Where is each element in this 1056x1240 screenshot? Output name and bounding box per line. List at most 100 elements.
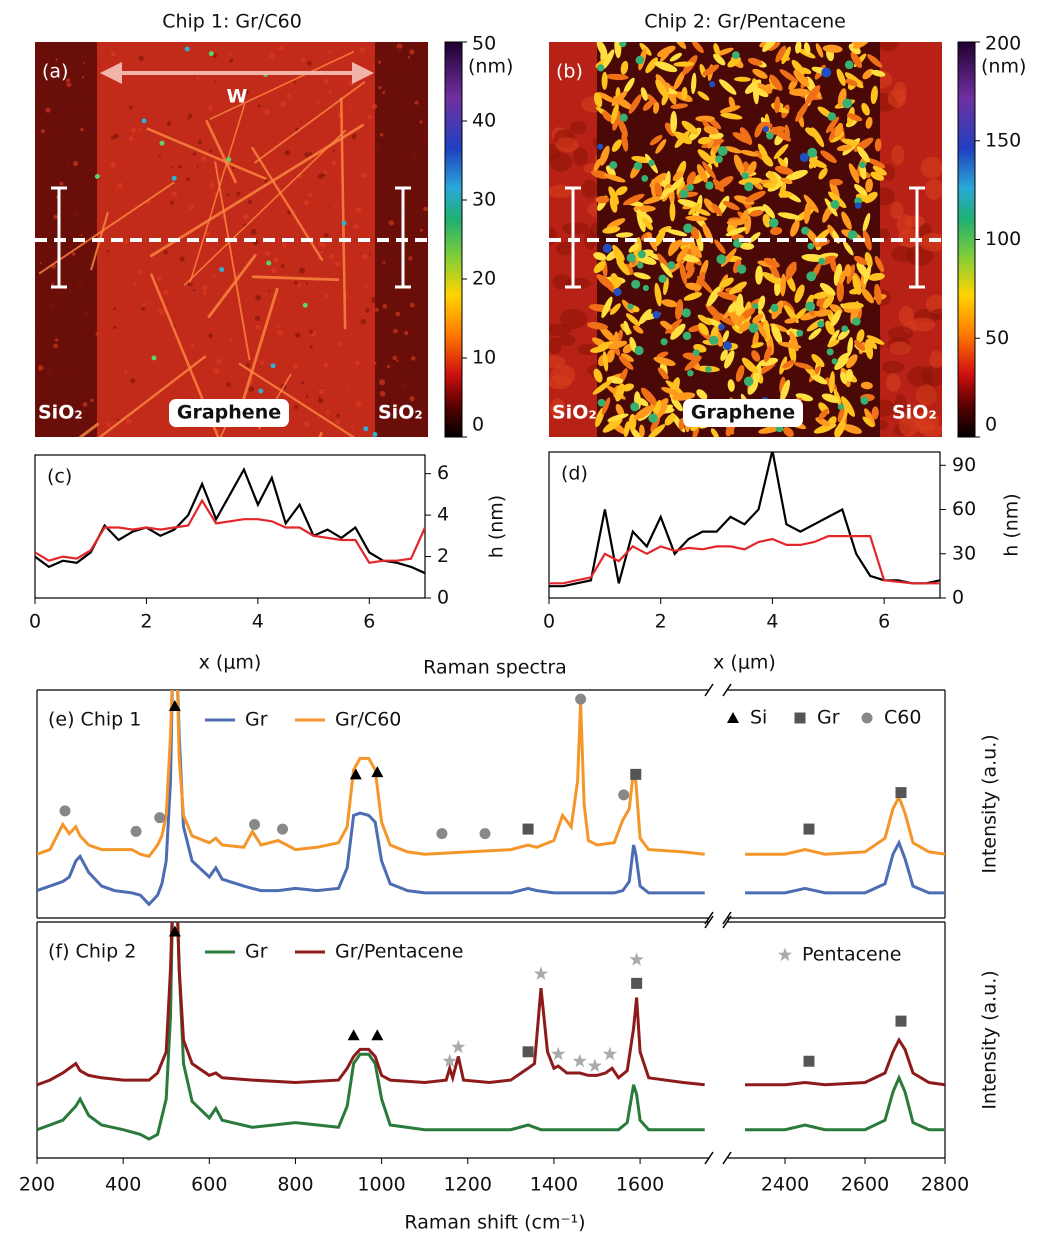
peak-marker xyxy=(522,823,534,835)
panel-title: Chip 1: Gr/C60 xyxy=(162,11,302,33)
pentacene-grain xyxy=(864,339,874,360)
legend-label: Gr xyxy=(245,941,268,963)
pentacene-island xyxy=(807,147,818,158)
pentacene-island xyxy=(636,262,644,269)
texture xyxy=(229,53,233,57)
texture xyxy=(53,214,58,220)
pentacene-grain xyxy=(642,100,654,111)
texture xyxy=(322,170,328,175)
pentacene-grain xyxy=(846,264,856,285)
texture xyxy=(59,291,64,295)
pentacene-grain xyxy=(862,416,874,428)
pentacene-grain xyxy=(784,317,798,324)
texture xyxy=(196,76,199,80)
texture xyxy=(35,404,37,408)
pentacene-island xyxy=(667,261,676,270)
pentacene-grain xyxy=(745,190,766,203)
texture xyxy=(166,121,172,126)
texture xyxy=(246,363,250,368)
pentacene-grain xyxy=(633,205,656,212)
texture xyxy=(51,282,55,286)
texture xyxy=(187,280,193,287)
texture xyxy=(268,289,271,292)
texture xyxy=(138,128,142,132)
texture xyxy=(157,276,162,282)
pentacene-grain xyxy=(593,158,602,172)
pentacene-grain xyxy=(803,201,811,225)
texture xyxy=(887,326,914,341)
pentacene-grain xyxy=(683,292,703,301)
texture xyxy=(163,289,169,296)
peak-marker xyxy=(349,768,362,780)
pentacene-grain xyxy=(871,406,879,420)
pentacene-grain xyxy=(862,212,871,233)
pentacene-grain xyxy=(628,94,642,114)
texture xyxy=(188,113,193,119)
pentacene-island xyxy=(631,279,641,289)
texture xyxy=(106,422,112,427)
pentacene-grain xyxy=(822,44,843,53)
pentacene-island xyxy=(609,161,618,170)
pentacene-grain xyxy=(810,373,828,385)
texture xyxy=(113,53,116,57)
pentacene-grain xyxy=(611,90,628,106)
texture xyxy=(409,396,415,402)
peak-marker xyxy=(533,966,549,980)
texture xyxy=(287,210,292,215)
pentacene-grain xyxy=(854,339,866,352)
pentacene-island xyxy=(796,329,804,337)
pentacene-grain xyxy=(641,212,653,224)
texture xyxy=(113,325,117,330)
chart-title: Raman spectra xyxy=(423,657,567,679)
pentacene-island xyxy=(597,143,604,150)
pentacene-grain xyxy=(714,311,736,326)
texture xyxy=(361,171,368,178)
legend-symbol xyxy=(727,712,739,723)
pentacene-grain xyxy=(841,138,861,147)
texture xyxy=(323,362,329,368)
pentacene-grain xyxy=(845,369,854,382)
pentacene-grain xyxy=(777,157,787,169)
texture xyxy=(117,182,123,189)
cluster xyxy=(208,51,214,57)
pentacene-grain xyxy=(656,351,669,359)
y-axis-label: h (nm) xyxy=(1001,493,1023,556)
pentacene-grain xyxy=(874,138,882,152)
pentacene-grain xyxy=(710,428,719,437)
texture xyxy=(191,343,195,348)
texture xyxy=(559,308,588,329)
texture xyxy=(123,239,129,245)
pentacene-grain xyxy=(874,283,882,305)
texture xyxy=(306,60,312,66)
pentacene-grain xyxy=(727,379,735,392)
pentacene-grain xyxy=(733,154,745,174)
texture xyxy=(248,386,255,392)
pentacene-grain xyxy=(657,367,669,380)
pentacene-island xyxy=(723,341,732,351)
pentacene-grain xyxy=(728,281,747,295)
texture xyxy=(213,367,220,374)
pentacene-grain xyxy=(633,325,644,334)
pentacene-grain xyxy=(861,102,870,116)
texture xyxy=(410,356,416,361)
pentacene-grain xyxy=(599,145,610,166)
peak-marker xyxy=(575,693,587,705)
pentacene-grain xyxy=(841,211,852,230)
peak-marker xyxy=(249,819,261,831)
pentacene-grain xyxy=(668,177,684,193)
texture xyxy=(318,397,324,404)
wrinkle xyxy=(149,273,220,437)
pentacene-grain xyxy=(676,246,689,263)
afm-image xyxy=(549,42,942,437)
pentacene-grain xyxy=(673,70,686,90)
pentacene-island xyxy=(613,287,622,297)
pentacene-island xyxy=(858,161,866,169)
pentacene-grain xyxy=(767,170,778,185)
peak-marker xyxy=(629,952,644,966)
texture xyxy=(392,355,398,361)
texture xyxy=(208,333,213,339)
colorbar-tick-label: 150 xyxy=(985,129,1021,151)
arrow-head xyxy=(100,62,122,84)
region-label: SiO₂ xyxy=(38,402,83,424)
